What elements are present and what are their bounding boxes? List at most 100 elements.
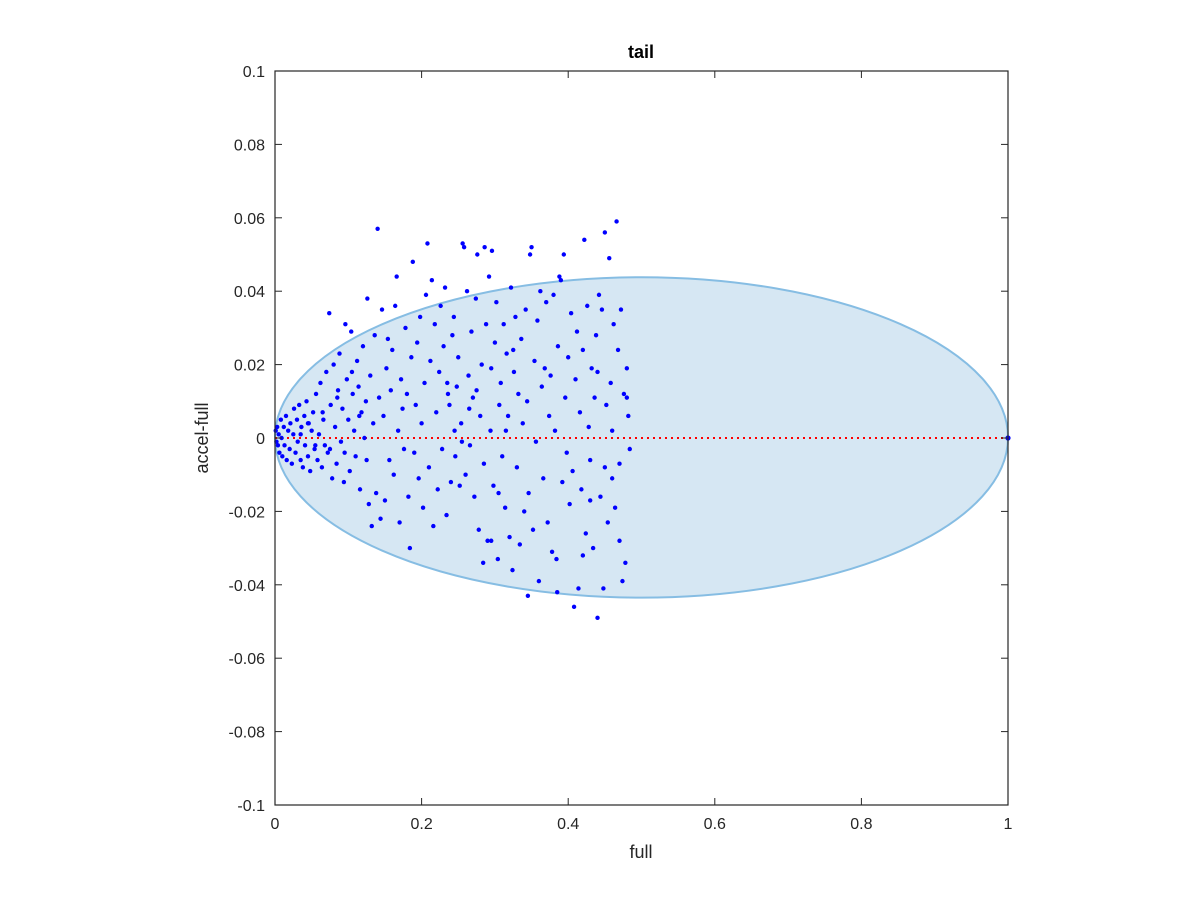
data-point <box>363 399 369 404</box>
data-point <box>438 303 443 309</box>
data-point <box>335 388 341 393</box>
y-tick-label: -0.06 <box>229 651 266 668</box>
data-point <box>568 311 574 316</box>
data-point <box>282 443 287 448</box>
data-point <box>293 450 298 455</box>
data-point <box>281 424 286 430</box>
data-point <box>373 490 379 496</box>
data-point <box>530 527 536 532</box>
data-point <box>598 494 603 499</box>
data-point <box>593 333 599 338</box>
data-point <box>284 457 289 463</box>
data-point <box>436 369 442 375</box>
data-point <box>291 406 297 411</box>
data-point <box>535 318 540 323</box>
data-point <box>357 413 362 419</box>
data-point <box>394 274 399 279</box>
data-point <box>529 244 534 250</box>
data-point <box>494 300 499 305</box>
data-point <box>318 380 323 386</box>
data-point <box>428 358 433 364</box>
axes <box>274 70 1009 806</box>
data-point <box>467 406 472 411</box>
data-point <box>447 402 452 408</box>
data-point <box>526 490 531 496</box>
data-point <box>400 406 405 411</box>
data-point <box>320 410 325 415</box>
data-point <box>563 395 568 400</box>
data-point <box>456 355 461 360</box>
data-point <box>489 248 495 254</box>
data-point <box>435 487 440 492</box>
data-point <box>523 307 528 312</box>
data-point <box>602 230 608 235</box>
data-point <box>412 450 417 455</box>
data-point <box>295 439 300 444</box>
data-point <box>617 461 622 466</box>
data-point <box>605 520 610 525</box>
data-point <box>542 366 547 371</box>
data-point <box>341 479 347 485</box>
data-point <box>504 351 509 356</box>
data-point <box>502 505 508 510</box>
data-point <box>294 417 300 422</box>
data-point <box>457 483 462 488</box>
data-point <box>451 314 457 320</box>
data-point <box>302 413 307 419</box>
data-point <box>590 545 596 551</box>
data-point <box>524 399 530 404</box>
data-point <box>571 604 577 610</box>
data-point <box>470 395 476 400</box>
data-point <box>450 333 455 338</box>
data-point <box>566 355 571 360</box>
data-point <box>495 556 501 562</box>
data-point <box>548 373 553 378</box>
data-point <box>552 428 558 433</box>
data-point <box>472 494 477 499</box>
data-point <box>617 538 622 543</box>
data-point <box>315 457 320 463</box>
data-point <box>274 424 280 430</box>
data-point <box>483 322 489 327</box>
data-point <box>539 384 545 389</box>
data-point <box>596 292 602 298</box>
data-point <box>316 432 322 437</box>
y-tick-label: 0.08 <box>234 137 265 154</box>
data-point <box>368 373 373 378</box>
y-axis-label: accel-full <box>192 402 212 473</box>
data-point <box>479 362 484 367</box>
data-point <box>444 512 449 518</box>
y-tick-label: 0 <box>256 431 265 448</box>
data-point <box>406 494 411 499</box>
data-point <box>289 461 295 466</box>
data-point <box>508 285 514 290</box>
data-point <box>357 487 363 492</box>
data-point <box>482 244 487 250</box>
data-point <box>527 252 533 257</box>
data-point <box>621 391 627 397</box>
tick-labels: 0 0.2 0.4 0.6 0.8 1 -0.1 -0.08 -0.06 -0.04 -0.02 0 0… <box>229 64 1013 833</box>
data-point <box>473 296 479 301</box>
data-point <box>551 292 556 298</box>
data-point <box>469 329 474 334</box>
data-point <box>356 384 361 389</box>
data-point <box>608 380 613 386</box>
data-point <box>362 435 367 441</box>
data-point <box>403 325 408 331</box>
data-point <box>331 362 336 367</box>
data-point <box>555 344 561 349</box>
data-point <box>476 527 481 532</box>
data-point <box>505 413 511 419</box>
data-point <box>285 428 291 433</box>
data-point <box>375 226 380 232</box>
data-point <box>463 472 468 477</box>
data-point <box>580 347 586 353</box>
data-point <box>391 472 396 477</box>
data-point <box>409 355 414 360</box>
data-point <box>511 369 517 375</box>
data-point <box>570 468 575 474</box>
data-point <box>419 421 424 426</box>
data-point <box>454 384 459 389</box>
data-point <box>347 468 352 474</box>
data-point <box>349 369 355 375</box>
